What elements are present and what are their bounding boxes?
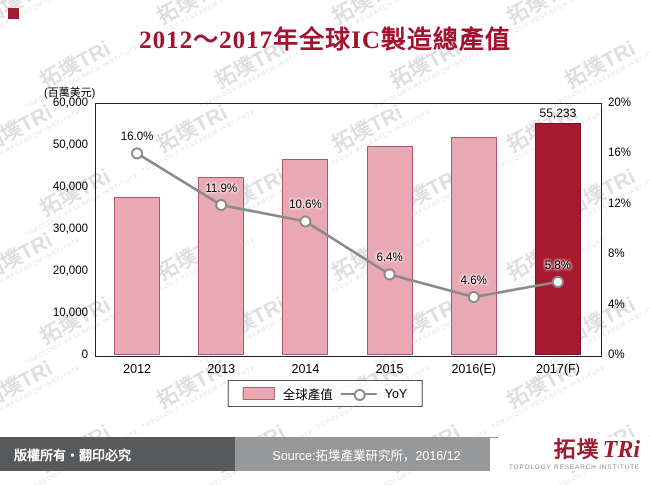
x-axis-label: 2013 [207, 362, 236, 376]
yoy-value-label: 6.4% [376, 252, 403, 265]
yoy-value-label: 11.9% [205, 183, 238, 196]
x-axis-label: 2014 [291, 362, 320, 376]
footer-source: Source:拓墣產業研究所，2016/12 [235, 437, 498, 471]
y-axis-tick-left: 30,000 [52, 223, 88, 235]
y-axis-tick-left: 40,000 [52, 181, 88, 193]
yoy-marker [467, 291, 480, 304]
yoy-value-label: 5.8% [544, 259, 572, 272]
yoy-marker [215, 199, 228, 212]
y-axis-tick-right: 12% [608, 197, 632, 210]
x-axis-label: 2012 [123, 362, 151, 376]
x-axis-label: 2015 [375, 362, 404, 376]
bar-2016(E) [450, 136, 497, 355]
bar-2012 [114, 196, 161, 355]
yoy-marker [299, 215, 312, 228]
yoy-marker [551, 275, 564, 288]
y-axis-tick-left: 0 [81, 349, 88, 361]
yoy-line-chart [131, 147, 564, 304]
x-axis-label: 2016(E) [451, 362, 496, 376]
y-axis-tick-right: 8% [608, 248, 625, 261]
y-axis-tick-left: 50,000 [52, 139, 88, 151]
legend-line-marker [353, 388, 366, 401]
y-axis-tick-right: 0% [608, 349, 625, 361]
y-axis-tick-right: 4% [608, 298, 625, 311]
y-axis-tick-left: 20,000 [52, 265, 88, 277]
legend-line-swatch [340, 388, 377, 401]
yoy-marker [131, 147, 144, 160]
legend-line-label: YoY [384, 386, 408, 401]
yoy-value-label: 16.0% [120, 131, 154, 144]
yoy-line [136, 152, 559, 299]
x-axis-label: 2017(F) [536, 362, 580, 376]
legend-bar-label: 全球產值 [282, 388, 333, 402]
chart-title: 2012～2017年全球IC製造總產值 [139, 27, 511, 54]
bar-2017(F) [534, 123, 581, 355]
y-axis-tick-right: 16% [608, 147, 632, 160]
footer-copyright: 版權所有‧翻印必究 [0, 437, 235, 471]
logo: 拓墣 TRi TOPOLOGY RESEARCH INSTITUTE [490, 438, 640, 471]
plot-area [95, 103, 602, 357]
y-axis-tick-left: 10,000 [52, 307, 88, 319]
bar-2015 [366, 146, 413, 355]
logo-subtext: TOPOLOGY RESEARCH INSTITUTE [508, 464, 640, 471]
yoy-value-label: 10.6% [289, 199, 322, 212]
yoy-marker [383, 268, 396, 281]
logo-wordmark: 拓墣 TRi [490, 438, 640, 462]
logo-chinese: 拓墣 [553, 437, 600, 462]
left-axis-unit-label: (百萬美元) [44, 87, 96, 99]
legend-bar-swatch [242, 387, 275, 400]
y-axis-tick-left: 60,000 [52, 97, 88, 109]
bar-2014 [282, 158, 329, 355]
legend: 全球產值 YoY [227, 380, 423, 407]
logo-tri: TRi [602, 437, 640, 463]
corner-accent [8, 8, 19, 19]
y-axis-tick-right: 20% [608, 97, 632, 109]
yoy-value-label: 4.6% [460, 275, 487, 288]
bar-value-label: 55,233 [539, 106, 577, 121]
